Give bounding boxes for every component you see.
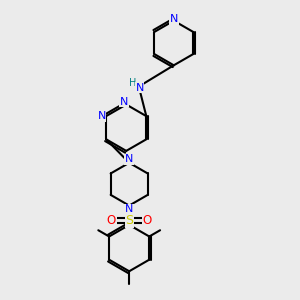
- Text: N: N: [125, 154, 134, 164]
- Text: N: N: [125, 204, 134, 214]
- Text: N: N: [135, 82, 144, 93]
- Text: O: O: [142, 214, 152, 227]
- Text: H: H: [129, 77, 137, 88]
- Text: O: O: [107, 214, 116, 227]
- Text: S: S: [125, 214, 133, 227]
- Text: N: N: [98, 111, 106, 121]
- Text: N: N: [120, 97, 128, 106]
- Text: N: N: [169, 14, 178, 24]
